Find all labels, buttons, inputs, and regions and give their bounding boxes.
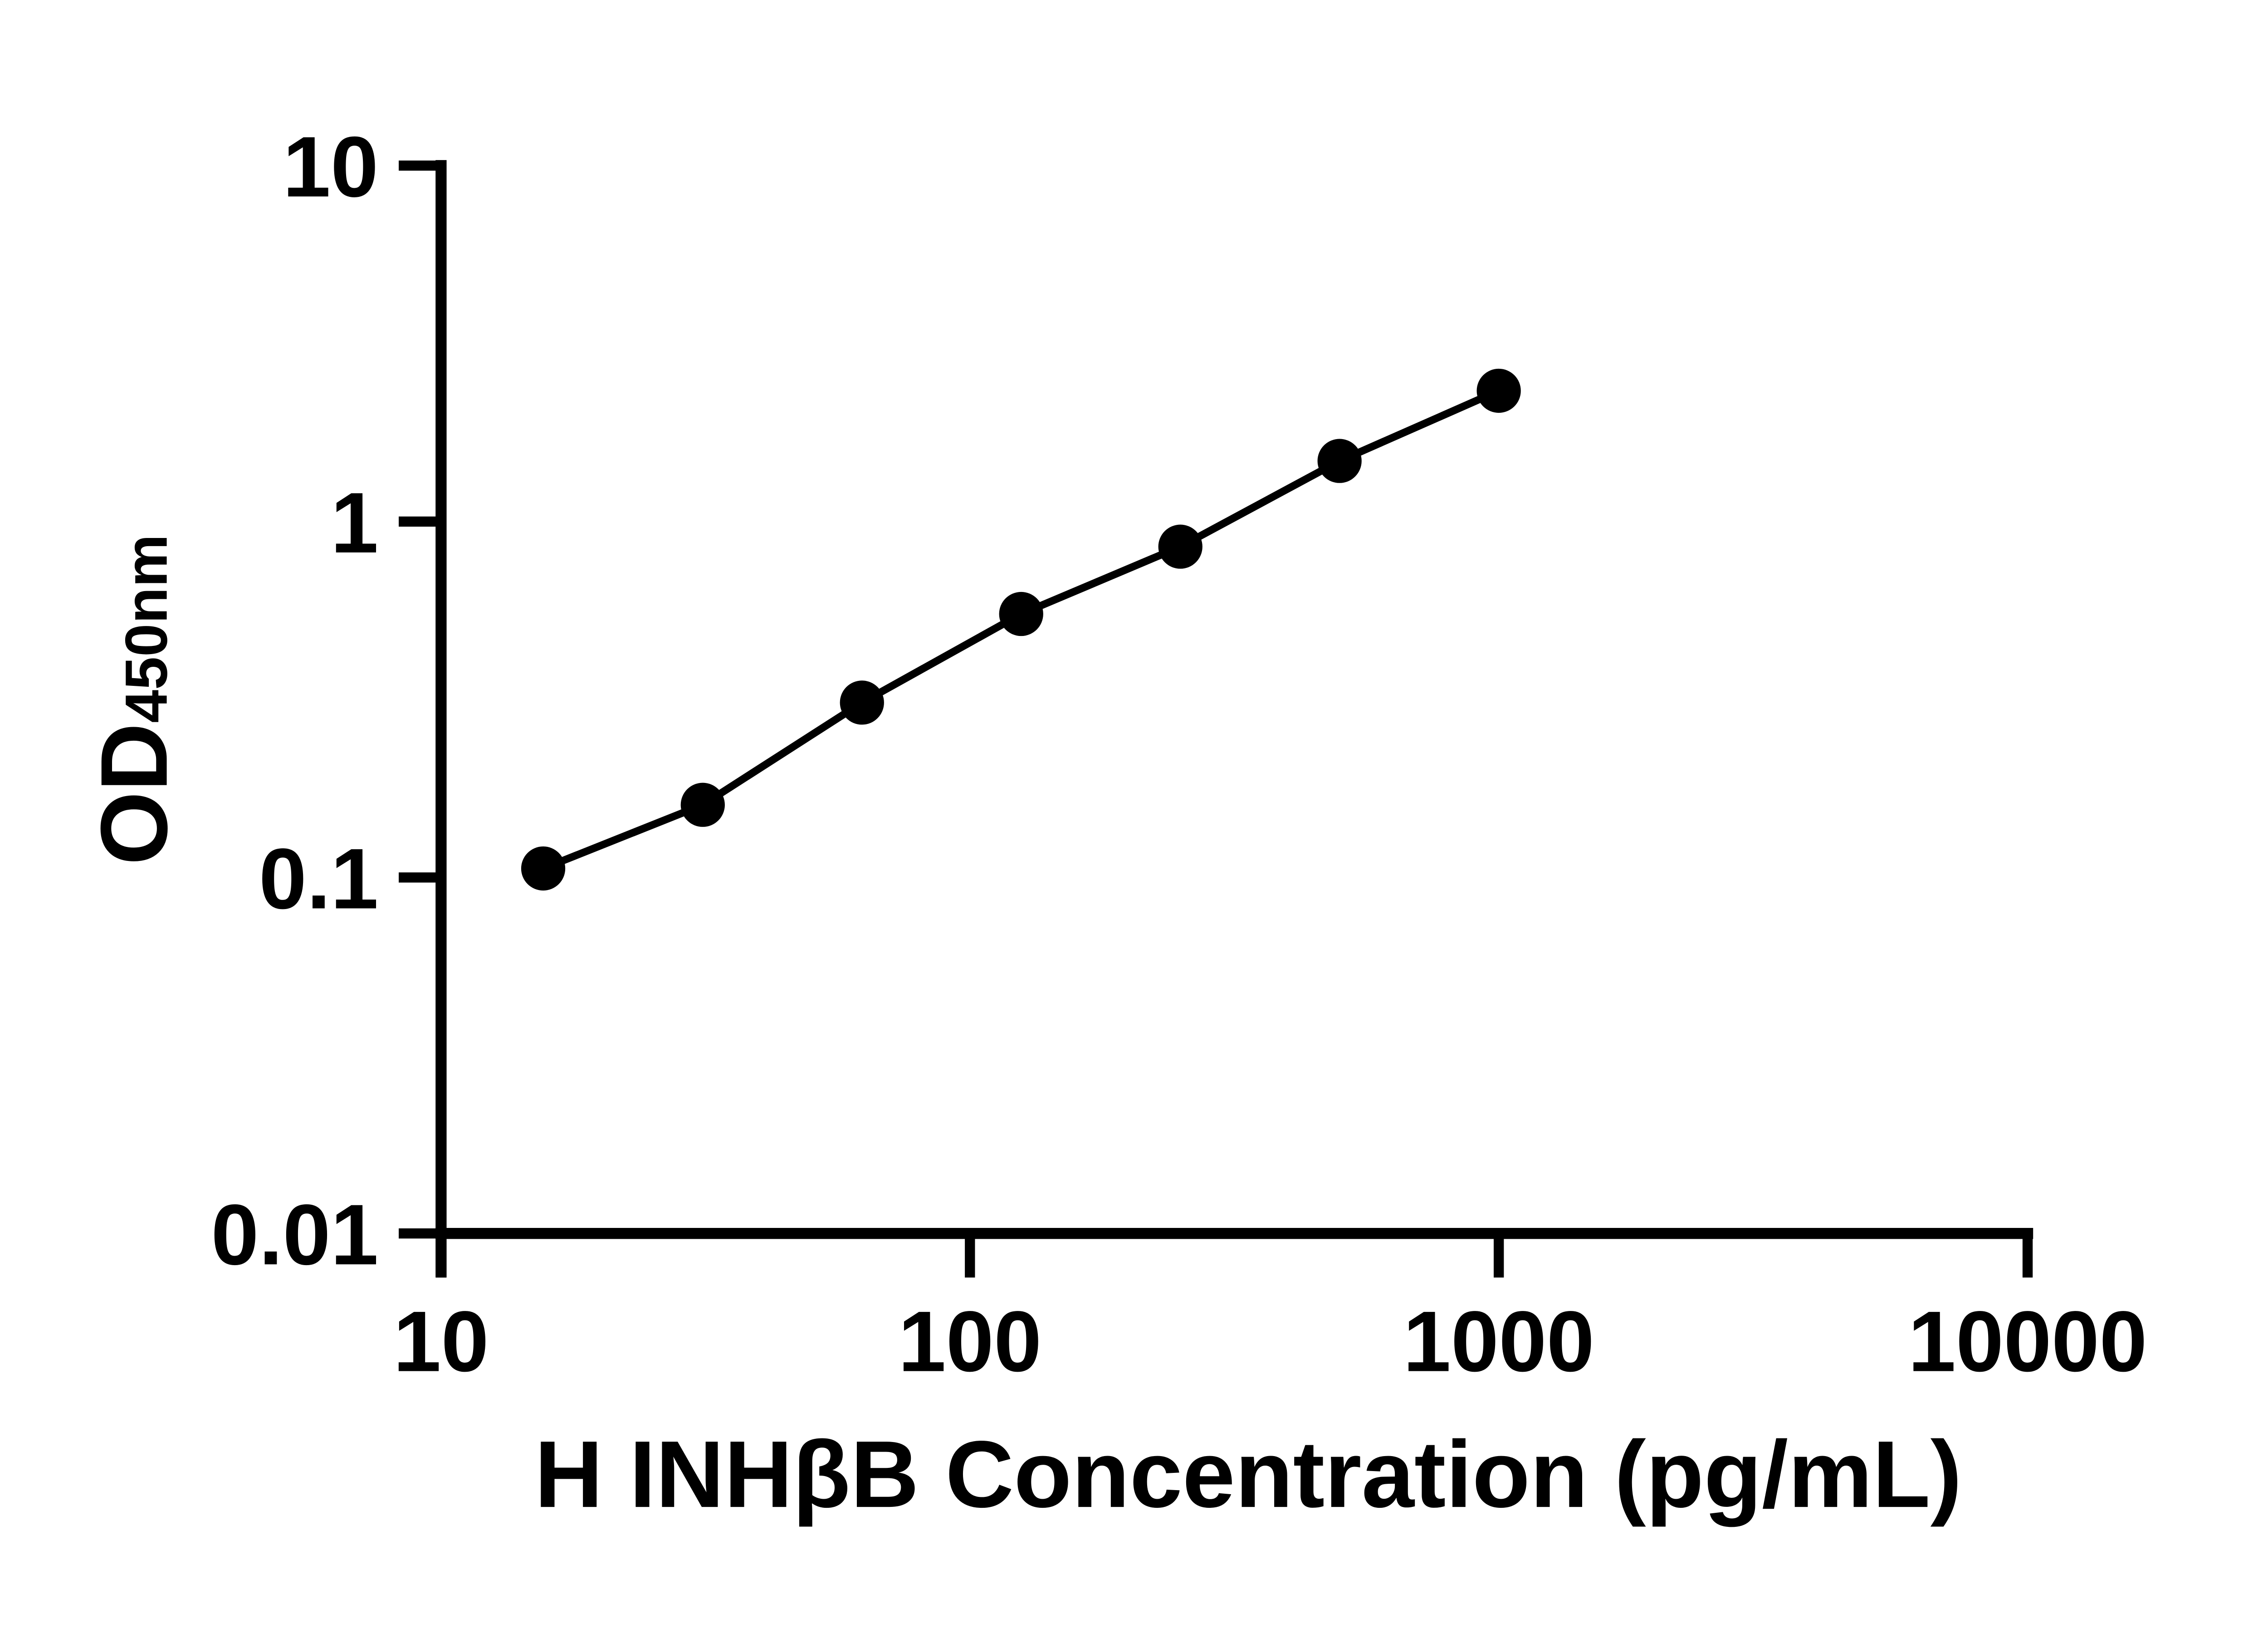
elisa-standard-curve-chart: 10 100 1000 10000 0.01 0.1 1 10 H INHβB Concent… xyxy=(0,22,2268,1611)
series-0-point-2 xyxy=(840,680,884,725)
y-tick-label-1: 1 xyxy=(331,475,378,571)
y-axis-title-subscript: 450nm xyxy=(113,534,180,723)
series-0-point-5 xyxy=(1317,439,1362,483)
y-axis-title-main: OD xyxy=(82,723,187,865)
x-axis-title: H INHβB Concentration (pg/mL) xyxy=(534,1422,1962,1527)
series-0-point-0 xyxy=(521,846,566,890)
series-0-point-1 xyxy=(680,782,725,827)
plot-area: 10 100 1000 10000 0.01 0.1 1 10 xyxy=(211,119,2147,1389)
series-0-point-4 xyxy=(1158,524,1202,569)
y-tick-label-10: 10 xyxy=(283,119,378,215)
y-tick-label-0.1: 0.1 xyxy=(259,831,379,927)
x-tick-label-100: 100 xyxy=(898,1293,1041,1389)
x-tick-label-10000: 10000 xyxy=(1908,1293,2147,1389)
y-axis-title: OD450nm xyxy=(82,534,187,865)
x-tick-label-1000: 1000 xyxy=(1403,1293,1594,1389)
y-tick-label-0.01: 0.01 xyxy=(211,1187,378,1283)
series-0-point-3 xyxy=(999,592,1043,636)
x-tick-label-10: 10 xyxy=(393,1293,489,1389)
series-0-point-6 xyxy=(1476,368,1521,413)
